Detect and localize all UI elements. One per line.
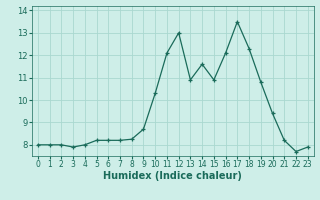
- X-axis label: Humidex (Indice chaleur): Humidex (Indice chaleur): [103, 171, 242, 181]
